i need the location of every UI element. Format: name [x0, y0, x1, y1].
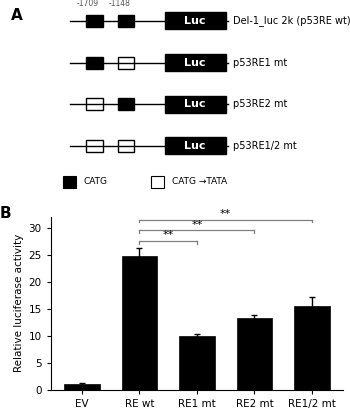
Bar	[86, 140, 103, 152]
Bar	[63, 176, 76, 188]
Text: B: B	[0, 206, 11, 221]
Bar	[164, 96, 226, 113]
Bar	[164, 13, 226, 30]
Bar	[294, 306, 330, 390]
Bar	[118, 98, 134, 110]
Text: CATG: CATG	[84, 177, 108, 186]
Bar	[179, 337, 215, 390]
Text: p53RE2 mt: p53RE2 mt	[233, 99, 287, 109]
Text: -1709: -1709	[77, 0, 99, 8]
Bar	[86, 56, 103, 69]
Text: p53RE1/2 mt: p53RE1/2 mt	[233, 141, 296, 151]
Bar	[86, 15, 103, 27]
Text: p53RE1 mt: p53RE1 mt	[233, 58, 287, 68]
Bar	[164, 54, 226, 71]
Text: **: **	[191, 219, 203, 229]
Bar	[64, 384, 100, 390]
Bar	[118, 15, 134, 27]
Text: Del-1_luc 2k (p53RE wt): Del-1_luc 2k (p53RE wt)	[233, 15, 350, 26]
Text: CATG →TATA: CATG →TATA	[172, 177, 227, 186]
Text: A: A	[10, 8, 22, 23]
Bar	[118, 140, 134, 152]
Text: Luc: Luc	[184, 58, 206, 68]
Text: Luc: Luc	[184, 16, 206, 26]
Bar	[86, 98, 103, 110]
Bar	[164, 138, 226, 154]
Bar	[150, 176, 164, 188]
Bar	[121, 256, 157, 390]
Text: Luc: Luc	[184, 99, 206, 109]
Y-axis label: Relative luciferase activity: Relative luciferase activity	[14, 234, 24, 372]
Text: -1148: -1148	[108, 0, 130, 8]
Text: Luc: Luc	[184, 141, 206, 151]
Bar	[118, 56, 134, 69]
Text: **: **	[220, 209, 231, 219]
Text: **: **	[162, 230, 174, 240]
Bar	[237, 318, 272, 390]
